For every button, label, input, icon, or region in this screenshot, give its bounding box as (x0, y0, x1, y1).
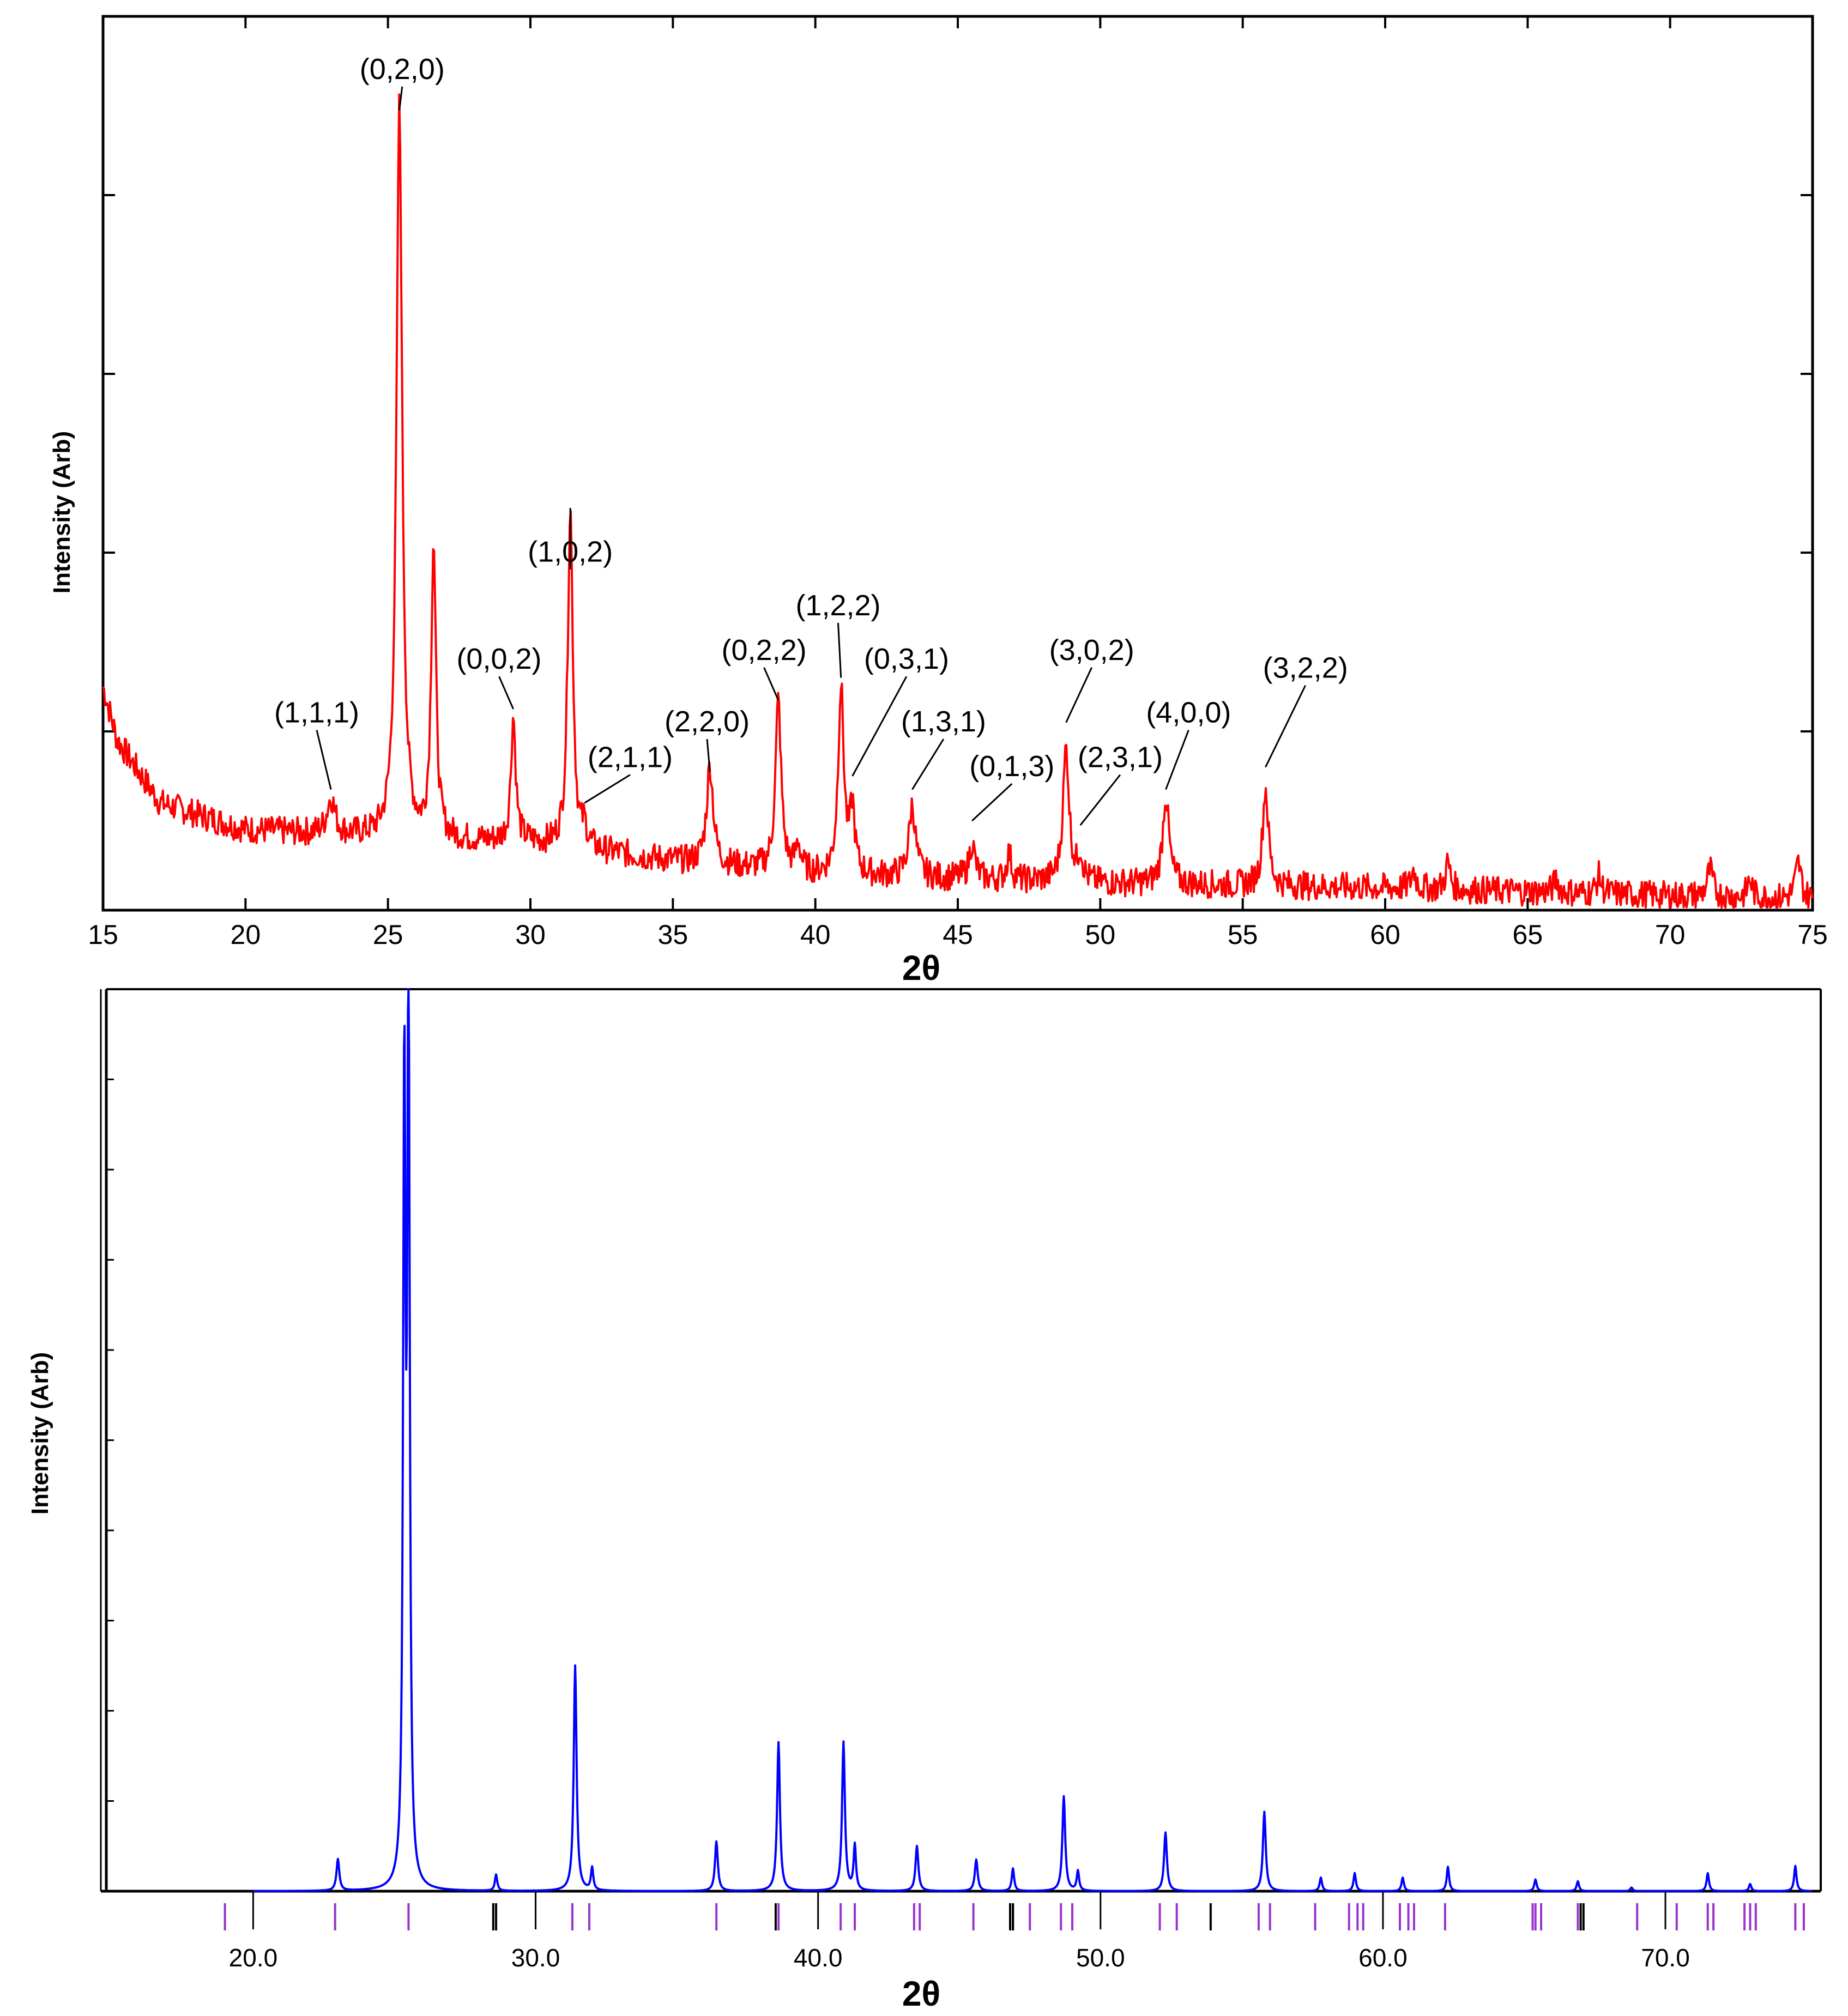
annotation-leader (763, 667, 780, 701)
peak-label: (3,0,2) (1049, 634, 1134, 667)
top-x-axis-label: 2θ (902, 948, 940, 988)
top-plot-frame (101, 15, 1814, 912)
peak-label: (0,1,3) (969, 750, 1054, 783)
annotation-leader (584, 774, 631, 804)
peak-label: (1,3,1) (901, 705, 986, 738)
x-tick-label: 20 (231, 919, 261, 950)
top-axis-ticks: 15 20 25 30 35 40 45 50 55 60 65 70 75 (88, 16, 1828, 950)
annotation-leader (498, 676, 515, 710)
annotation-leader (911, 738, 945, 790)
x-tick-label: 55 (1228, 919, 1258, 950)
reflection-markers (224, 1903, 1805, 1930)
annotation-leader (1065, 667, 1093, 723)
peak-label: (2,1,1) (588, 741, 673, 774)
peak-label: (4,0,0) (1146, 697, 1231, 729)
annotation-leader (706, 738, 711, 772)
peak-label: (1,0,2) (528, 535, 613, 568)
peak-label: (0,2,0) (360, 53, 445, 86)
annotation-leader (398, 86, 403, 111)
x-tick-label: 45 (943, 919, 973, 950)
annotation-leader (837, 622, 842, 678)
x-tick-label: 15 (88, 919, 118, 950)
experimental-curve (102, 93, 1814, 909)
x-tick-label: 70.0 (1641, 1944, 1690, 1972)
peak-label: (0,2,2) (722, 634, 807, 667)
x-tick-label: 60 (1370, 919, 1400, 950)
x-tick-label: 35 (658, 919, 689, 950)
peak-label: (1,1,1) (274, 697, 359, 729)
annotation-leader (1265, 685, 1307, 768)
annotation-leader (1079, 774, 1121, 826)
x-tick-label: 30.0 (511, 1944, 560, 1972)
x-tick-label: 25 (373, 919, 403, 950)
top-y-axis-label: Intensity (Arb) (49, 431, 75, 594)
peak-label: (0,0,2) (456, 643, 541, 675)
peak-label: (1,2,2) (795, 589, 880, 622)
peak-label: (0,3,1) (864, 643, 949, 675)
bottom-y-axis-label: Intensity (Arb) (27, 1352, 53, 1515)
annotation-leader (851, 676, 908, 777)
annotation-leader (316, 730, 332, 790)
bottom-x-axis-label: 2θ (902, 1974, 940, 2013)
bottom-panel: 20.0 30.0 40.0 50.0 60.0 70.0 Intensity (Arb)… (27, 988, 1822, 2013)
annotation-leader (1165, 730, 1189, 790)
peak-label: (2,3,1) (1078, 741, 1163, 774)
x-tick-label: 65 (1513, 919, 1543, 950)
calculated-curve (252, 988, 1813, 1892)
peak-annotations: (0,2,0) (1,1,1) (0,0,2) (1,0,2) (2,1,1)(2,2,… (274, 53, 1348, 826)
peak-label: (3,2,2) (1263, 652, 1348, 685)
x-tick-label: 40 (800, 919, 831, 950)
x-tick-label: 75 (1797, 919, 1828, 950)
x-tick-label: 20.0 (229, 1944, 278, 1972)
x-tick-label: 40.0 (794, 1944, 843, 1972)
x-tick-label: 60.0 (1358, 1944, 1408, 1972)
annotation-leader (971, 783, 1013, 822)
peak-label: (2,2,0) (665, 705, 750, 738)
bottom-x-ticks: 20.0 30.0 40.0 50.0 60.0 70.0 (229, 1891, 1690, 1972)
bottom-y-ticks (106, 988, 114, 1802)
top-panel: 15 20 25 30 35 40 45 50 55 60 65 70 75 (0,2,0) (1,1,1… (49, 15, 1828, 988)
x-tick-label: 50.0 (1076, 1944, 1125, 1972)
x-tick-label: 30 (515, 919, 546, 950)
x-tick-label: 50 (1085, 919, 1116, 950)
x-tick-label: 70 (1655, 919, 1686, 950)
